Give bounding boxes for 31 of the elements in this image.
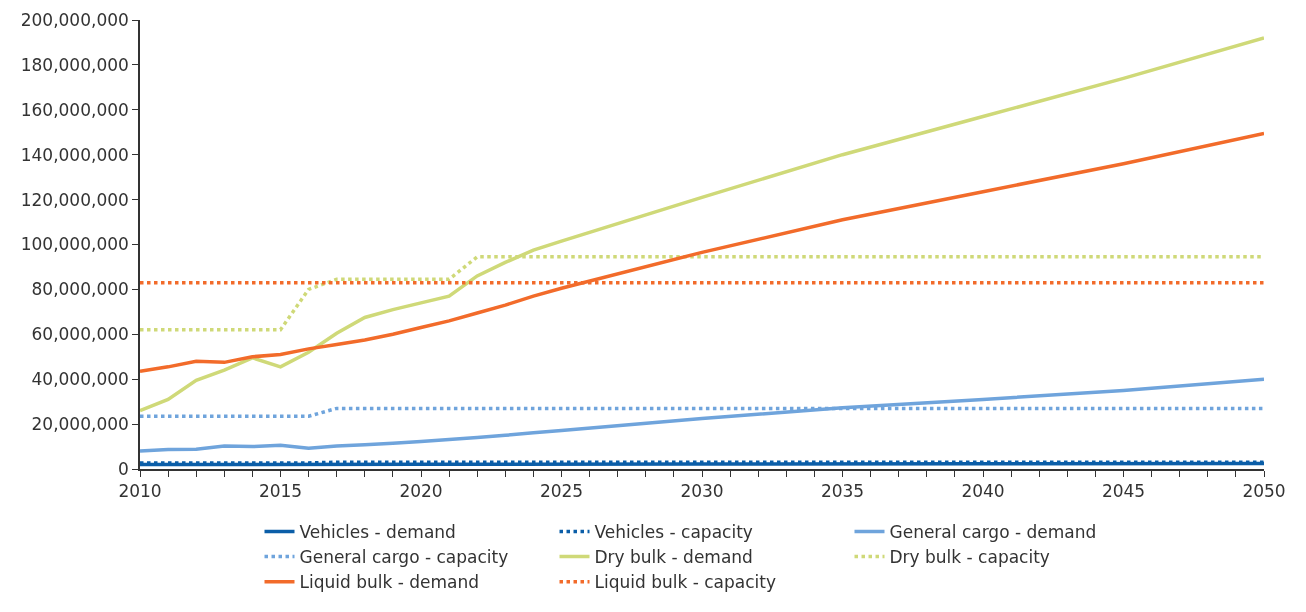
x-tick-label: 2025 [539, 481, 584, 502]
legend-label: Liquid bulk - capacity [594, 572, 777, 593]
y-tick-label: 120,000,000 [20, 189, 129, 210]
legend-label: Liquid bulk - demand [299, 572, 480, 593]
x-tick-label: 2030 [680, 481, 724, 502]
y-tick-label: 100,000,000 [20, 234, 129, 255]
x-tick-label: 2015 [258, 481, 303, 502]
x-tick-label: 2010 [118, 481, 162, 502]
y-tick-label: 20,000,000 [31, 414, 129, 435]
x-tick-label: 2035 [820, 481, 865, 502]
y-tick-label: 60,000,000 [31, 324, 129, 345]
x-tick-label: 2045 [1101, 481, 1146, 502]
y-tick-label: 160,000,000 [20, 99, 129, 120]
legend-label: Dry bulk - capacity [889, 547, 1050, 568]
line-series [140, 36, 1264, 413]
legend-label: General cargo - demand [889, 522, 1097, 543]
legend-label: Dry bulk - demand [594, 547, 753, 568]
legend-label: Vehicles - demand [299, 522, 456, 543]
line-series [140, 377, 1264, 453]
y-tick-label: 180,000,000 [20, 54, 129, 75]
y-tick-label: 80,000,000 [31, 279, 129, 300]
x-tick-label: 2020 [399, 481, 443, 502]
y-tick-label: 0 [118, 458, 129, 479]
legend-label: Vehicles - capacity [594, 522, 753, 543]
y-tick-label: 140,000,000 [20, 144, 129, 165]
y-tick-label: 40,000,000 [31, 369, 129, 390]
y-tick-label: 200,000,000 [20, 9, 129, 30]
legend-label: General cargo - capacity [299, 547, 509, 568]
x-tick-label: 2040 [961, 481, 1005, 502]
x-tick-label: 2050 [1242, 481, 1286, 502]
line-series [140, 131, 1264, 374]
